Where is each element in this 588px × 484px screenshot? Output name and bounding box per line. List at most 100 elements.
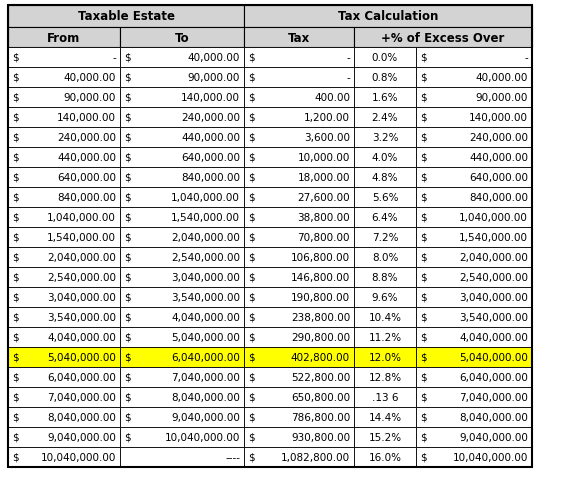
Text: 440,000.00: 440,000.00 <box>181 133 240 143</box>
Bar <box>416 128 532 148</box>
Text: $: $ <box>124 133 131 143</box>
Text: 6,040,000.00: 6,040,000.00 <box>171 352 240 362</box>
Text: -: - <box>346 73 350 83</box>
Text: 12.8%: 12.8% <box>369 372 402 382</box>
Text: $: $ <box>248 152 255 163</box>
Text: $: $ <box>124 312 131 322</box>
Text: $: $ <box>124 392 131 402</box>
Bar <box>416 247 532 268</box>
Text: $: $ <box>12 292 19 302</box>
Text: $: $ <box>12 253 19 262</box>
Text: 650,800.00: 650,800.00 <box>291 392 350 402</box>
Text: 9,040,000.00: 9,040,000.00 <box>171 412 240 422</box>
Text: 440,000.00: 440,000.00 <box>469 152 528 163</box>
Text: $: $ <box>124 352 131 362</box>
Text: 240,000.00: 240,000.00 <box>181 113 240 123</box>
Bar <box>120 387 244 407</box>
Bar <box>8 387 120 407</box>
Text: 5,040,000.00: 5,040,000.00 <box>47 352 116 362</box>
Bar <box>244 307 354 327</box>
Text: $: $ <box>124 272 131 283</box>
Text: 4,040,000.00: 4,040,000.00 <box>171 312 240 322</box>
Text: $: $ <box>124 113 131 123</box>
Bar <box>8 227 120 247</box>
Text: 3,540,000.00: 3,540,000.00 <box>47 312 116 322</box>
Text: 11.2%: 11.2% <box>369 333 402 342</box>
Text: 140,000.00: 140,000.00 <box>469 113 528 123</box>
Bar <box>8 427 120 447</box>
Text: $: $ <box>248 232 255 242</box>
Text: 6.4%: 6.4% <box>372 212 398 223</box>
Bar <box>120 407 244 427</box>
Text: $: $ <box>124 412 131 422</box>
Text: $: $ <box>12 412 19 422</box>
Text: $: $ <box>420 372 427 382</box>
Bar <box>120 108 244 128</box>
Text: 8.8%: 8.8% <box>372 272 398 283</box>
Text: 786,800.00: 786,800.00 <box>290 412 350 422</box>
Text: 0.0%: 0.0% <box>372 53 398 63</box>
Text: 27,600.00: 27,600.00 <box>298 193 350 203</box>
Text: $: $ <box>420 412 427 422</box>
Bar <box>416 287 532 307</box>
Text: 3,540,000.00: 3,540,000.00 <box>459 312 528 322</box>
Text: $: $ <box>124 173 131 182</box>
Bar <box>416 68 532 88</box>
Bar <box>8 6 244 28</box>
Text: 8.0%: 8.0% <box>372 253 398 262</box>
Text: $: $ <box>12 432 19 442</box>
Bar <box>8 327 120 348</box>
Text: 3,040,000.00: 3,040,000.00 <box>171 272 240 283</box>
Bar <box>244 148 354 167</box>
Text: $: $ <box>124 253 131 262</box>
Text: 12.0%: 12.0% <box>369 352 402 362</box>
Bar <box>244 188 354 208</box>
Bar <box>416 268 532 287</box>
Text: 1,040,000.00: 1,040,000.00 <box>171 193 240 203</box>
Text: $: $ <box>12 232 19 242</box>
Text: $: $ <box>12 333 19 342</box>
Text: From: From <box>48 31 81 45</box>
Bar <box>244 287 354 307</box>
Text: +% of Excess Over: +% of Excess Over <box>381 31 505 45</box>
Text: $: $ <box>420 292 427 302</box>
Text: $: $ <box>420 212 427 223</box>
Text: 8,040,000.00: 8,040,000.00 <box>171 392 240 402</box>
Bar <box>416 188 532 208</box>
Text: $: $ <box>124 432 131 442</box>
Text: 440,000.00: 440,000.00 <box>57 152 116 163</box>
Text: 8,040,000.00: 8,040,000.00 <box>47 412 116 422</box>
Bar <box>120 68 244 88</box>
Text: $: $ <box>248 392 255 402</box>
Text: $: $ <box>420 452 427 462</box>
Text: 640,000.00: 640,000.00 <box>57 173 116 182</box>
Bar <box>8 307 120 327</box>
Text: $: $ <box>12 312 19 322</box>
Text: 7,040,000.00: 7,040,000.00 <box>171 372 240 382</box>
Text: $: $ <box>12 372 19 382</box>
Text: To: To <box>175 31 189 45</box>
Text: 5,040,000.00: 5,040,000.00 <box>459 352 528 362</box>
Text: $: $ <box>124 212 131 223</box>
Bar <box>354 407 416 427</box>
Bar <box>8 108 120 128</box>
Text: 4,040,000.00: 4,040,000.00 <box>47 333 116 342</box>
Text: 290,800.00: 290,800.00 <box>291 333 350 342</box>
Text: $: $ <box>12 53 19 63</box>
Bar <box>120 287 244 307</box>
Bar <box>244 88 354 108</box>
Text: 7.2%: 7.2% <box>372 232 398 242</box>
Text: $: $ <box>248 312 255 322</box>
Bar <box>8 167 120 188</box>
Text: 3,600.00: 3,600.00 <box>304 133 350 143</box>
Text: $: $ <box>248 133 255 143</box>
Text: 2,040,000.00: 2,040,000.00 <box>171 232 240 242</box>
Bar <box>8 128 120 148</box>
Bar <box>120 128 244 148</box>
Text: 238,800.00: 238,800.00 <box>290 312 350 322</box>
Text: 640,000.00: 640,000.00 <box>181 152 240 163</box>
Bar <box>120 88 244 108</box>
Text: 2,040,000.00: 2,040,000.00 <box>459 253 528 262</box>
Text: $: $ <box>124 53 131 63</box>
Text: 70,800.00: 70,800.00 <box>298 232 350 242</box>
